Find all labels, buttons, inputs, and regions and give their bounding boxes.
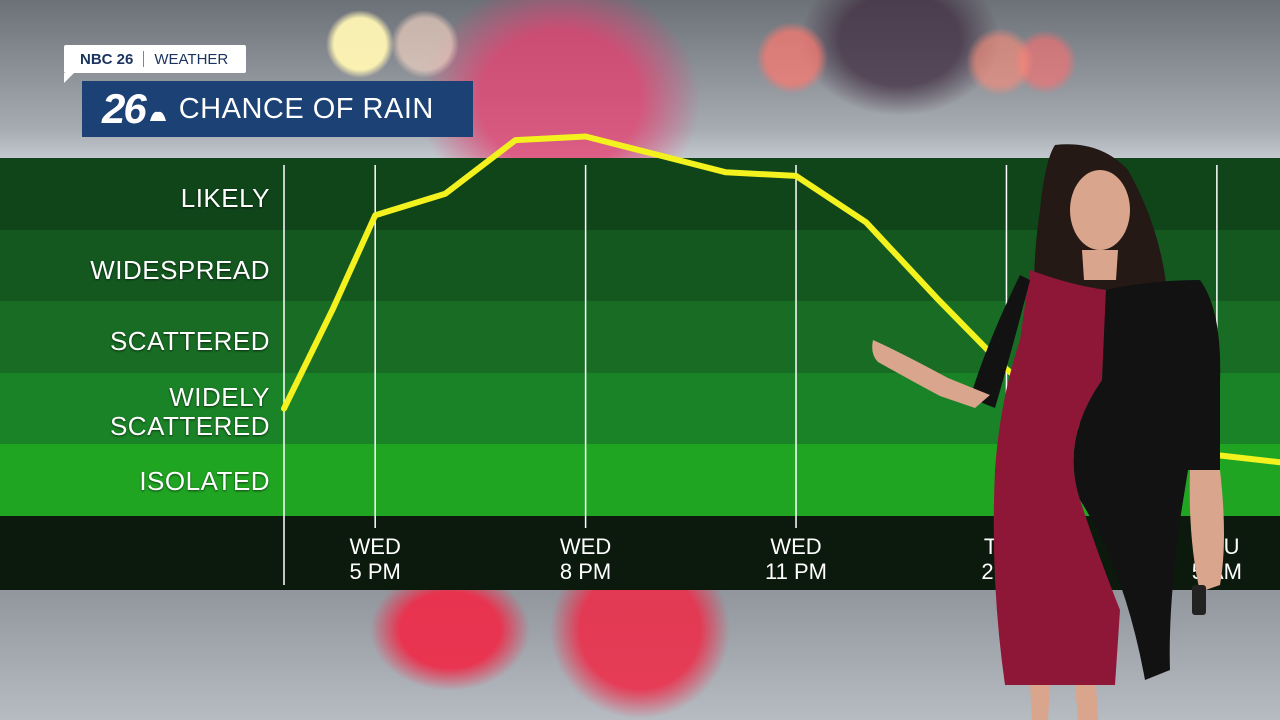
meteorologist-presenter [872, 144, 1224, 720]
x-tick-label-0: WED 5 PM [349, 534, 401, 584]
y-label-isolated: ISOLATED [139, 466, 270, 496]
station-tag: NBC 26 WEATHER [64, 45, 246, 83]
x-tick-label-2: WED 11 PM [765, 534, 827, 584]
x-tick-label-1: WED 8 PM [559, 534, 612, 584]
y-label-widespread: WIDESPREAD [90, 255, 270, 285]
y-label-likely: LIKELY [180, 183, 270, 213]
chart-title: CHANCE OF RAIN [178, 92, 434, 125]
section-name: WEATHER [154, 50, 229, 68]
network-name: NBC 26 [80, 50, 134, 68]
y-label-scattered: SCATTERED [109, 326, 270, 356]
peacock-logo-icon [149, 111, 166, 121]
station-logo-number: 26 [102, 85, 147, 132]
y-label-widely-scattered: WIDELY SCATTERED [109, 382, 270, 441]
title-bar: 26 CHANCE OF RAIN [82, 81, 473, 137]
tag-divider [143, 51, 145, 67]
